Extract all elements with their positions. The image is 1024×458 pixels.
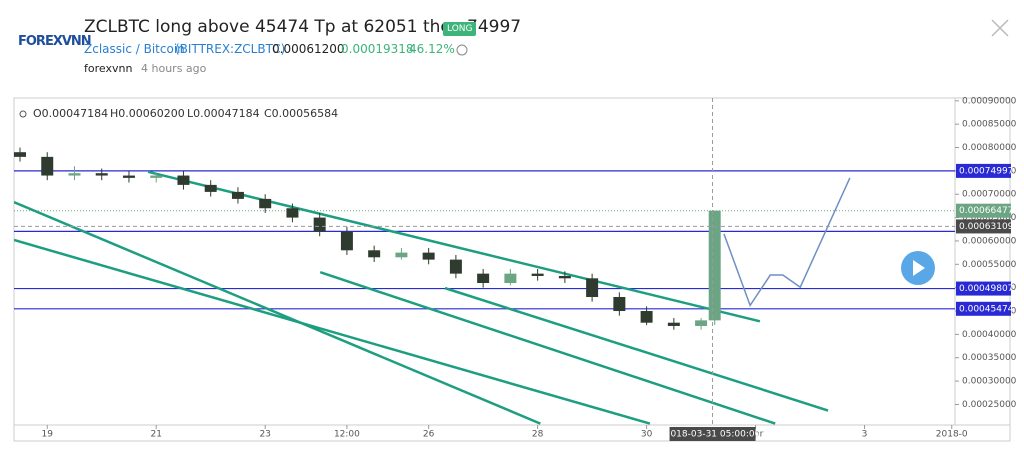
candle-body xyxy=(613,297,626,312)
x-tick-label: 2018-0 xyxy=(936,430,968,440)
chart-frame xyxy=(13,97,1011,442)
plot xyxy=(14,98,955,425)
ohlc-value: O0.00047184 xyxy=(33,107,108,120)
alert-icon[interactable] xyxy=(456,44,468,56)
candle-body xyxy=(640,311,653,323)
y-tick-label: 0.00030000 xyxy=(962,377,1017,387)
level-label: 0.00049807 xyxy=(959,284,1013,294)
y-tick-label: 0.00090000 xyxy=(962,96,1017,106)
change: 0.00019318 xyxy=(341,42,414,56)
candle-body xyxy=(122,175,135,178)
ohlc-value: H0.00060200 xyxy=(110,107,185,120)
candle-body xyxy=(313,217,326,232)
candle-body xyxy=(150,175,163,178)
projection-path xyxy=(723,177,851,308)
candle-body xyxy=(41,156,54,176)
close-button[interactable] xyxy=(991,19,1009,37)
y-tick-label: 0.00080000 xyxy=(962,143,1017,153)
x-tick-label: 23 xyxy=(259,430,270,440)
exchange[interactable]: (BITTREX:ZCLBTC) xyxy=(175,42,286,56)
crosshair-y-label: 0.00063109 xyxy=(959,222,1014,232)
candle-body xyxy=(422,252,435,260)
candle-body xyxy=(259,198,272,209)
last-price-label: 0.00066477 xyxy=(959,206,1013,216)
price: 0.00061200 xyxy=(272,42,345,56)
crosshair-y-box xyxy=(956,219,1011,234)
candle-body xyxy=(531,273,544,276)
x-tick-label: 21 xyxy=(150,430,161,440)
visibility-icon xyxy=(19,110,27,118)
ohlc-value: L0.00047184 xyxy=(187,107,260,120)
author[interactable]: forexvnn xyxy=(84,62,133,75)
y-tick-label: 0.00060000 xyxy=(962,236,1017,246)
candle-body xyxy=(695,320,708,326)
candle-body xyxy=(14,152,26,157)
trend-line xyxy=(14,238,651,425)
candle-body xyxy=(504,273,517,283)
y-tick-label: 0.00055000 xyxy=(962,260,1017,270)
badge: LONG xyxy=(443,22,477,36)
y-tick-label: 0.00070000 xyxy=(962,190,1017,200)
header: FOREXVNN ZCLBTC long above 45474 Tp at 6… xyxy=(0,0,1024,95)
candle-body xyxy=(177,175,190,185)
candle-body xyxy=(477,273,490,283)
x-tick-label: Apr xyxy=(748,430,764,440)
candle-body xyxy=(286,208,299,218)
x-tick-label: 12:00 xyxy=(334,430,360,440)
candle-body xyxy=(95,173,108,176)
candle-body xyxy=(204,184,217,192)
trend-line xyxy=(147,170,761,323)
time: 4 hours ago xyxy=(141,62,207,75)
logo: FOREXVNN xyxy=(18,34,92,49)
y-tick-label: 0.00065000 xyxy=(962,213,1017,223)
trend-line xyxy=(14,201,541,425)
candle-body xyxy=(395,252,408,258)
y-tick-label: 0.00040000 xyxy=(962,330,1017,340)
candle-body xyxy=(558,275,571,279)
change-pct: 46.12% xyxy=(409,42,455,56)
candle-body xyxy=(449,259,462,274)
candle-body xyxy=(586,278,599,298)
crosshair-x-label: 2018-03-31 05:00:00 xyxy=(665,430,761,440)
candle-body xyxy=(68,173,81,176)
x-tick-label: 30 xyxy=(641,430,653,440)
last-price-box xyxy=(956,203,1011,218)
level-label-box xyxy=(956,301,1011,316)
ohlc-value: C0.00056584 xyxy=(264,107,338,120)
play-icon xyxy=(913,260,925,276)
trend-line xyxy=(319,271,776,425)
idea-title: ZCLBTC long above 45474 Tp at 62051 then… xyxy=(84,17,522,37)
crosshair-x-box xyxy=(669,427,756,441)
y-tick-label: 0.00085000 xyxy=(962,120,1017,130)
x-tick-label: 19 xyxy=(42,430,54,440)
candle-body xyxy=(667,322,680,326)
level-label-box xyxy=(956,281,1011,296)
candle-body xyxy=(231,191,244,199)
x-tick-label: 28 xyxy=(532,430,544,440)
y-tick-label: 0.00035000 xyxy=(962,353,1017,363)
trend-line xyxy=(444,286,829,412)
candle-body xyxy=(340,231,353,251)
candle-body xyxy=(708,210,721,321)
level-label: 0.00045474 xyxy=(959,304,1014,314)
x-tick-label: 3 xyxy=(862,430,868,440)
pair[interactable]: Zclassic / Bitcoin xyxy=(84,42,185,56)
x-tick-label: 26 xyxy=(423,430,435,440)
level-label: 0.00074997 xyxy=(959,166,1013,176)
candle-body xyxy=(368,250,381,258)
y-tick-label: 0.00025000 xyxy=(962,400,1017,410)
header-icons xyxy=(456,19,1009,56)
level-label-box xyxy=(956,163,1011,178)
